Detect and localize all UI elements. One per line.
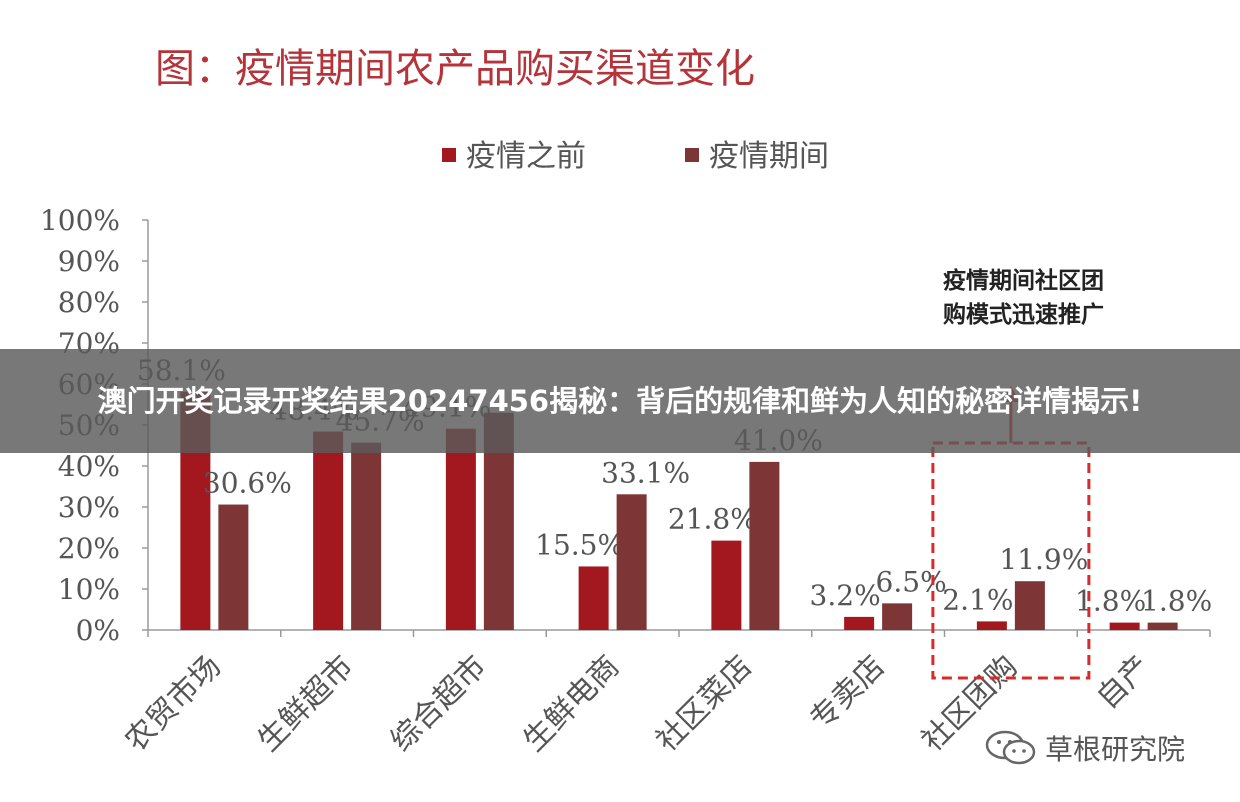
data-label: 15.5% bbox=[535, 528, 624, 561]
x-tick-label: 自产 bbox=[1090, 649, 1157, 716]
bar-before bbox=[445, 428, 476, 630]
data-label: 1.8% bbox=[1075, 585, 1146, 618]
x-tick-label: 社区菜店 bbox=[649, 649, 759, 759]
watermark: 草根研究院 bbox=[985, 728, 1185, 768]
wechat-icon bbox=[985, 730, 1036, 765]
bar-before bbox=[313, 431, 344, 630]
overlay-headline: 澳门开奖记录开奖结果20247456揭秘：背后的规律和鲜为人知的秘密详情揭示! bbox=[97, 383, 1143, 418]
bar-during bbox=[616, 494, 647, 630]
bar-during bbox=[1147, 622, 1178, 630]
overlay-banner: 澳门开奖记录开奖结果20247456揭秘：背后的规律和鲜为人知的秘密详情揭示! bbox=[0, 349, 1240, 453]
y-tick-label: 0% bbox=[76, 614, 120, 647]
data-label: 3.2% bbox=[810, 579, 881, 612]
y-tick-label: 20% bbox=[58, 532, 120, 565]
y-tick-label: 90% bbox=[58, 245, 120, 278]
y-tick-label: 40% bbox=[58, 450, 120, 483]
data-label: 30.6% bbox=[203, 467, 292, 500]
y-tick-label: 80% bbox=[58, 286, 120, 319]
data-label: 11.9% bbox=[999, 543, 1088, 576]
annotation-text: 购模式迅速推广 bbox=[943, 301, 1104, 328]
legend-label: 疫情之前 bbox=[466, 139, 586, 174]
x-tick-label: 生鲜超市 bbox=[251, 649, 361, 759]
chart-title: 图：疫情期间农产品购买渠道变化 bbox=[155, 46, 755, 92]
bar-before bbox=[711, 540, 742, 630]
x-tick-label: 专卖店 bbox=[803, 649, 891, 737]
bar-during bbox=[351, 442, 382, 630]
legend-label: 疫情期间 bbox=[709, 139, 829, 174]
data-label: 33.1% bbox=[601, 456, 690, 489]
data-label: 6.5% bbox=[876, 565, 947, 598]
legend-swatch bbox=[442, 148, 456, 162]
data-label: 1.8% bbox=[1141, 585, 1212, 618]
legend-swatch bbox=[685, 148, 699, 162]
bar-before bbox=[578, 566, 609, 630]
bar-during bbox=[749, 461, 780, 630]
data-label: 2.1% bbox=[942, 583, 1013, 616]
bar-during bbox=[882, 603, 913, 630]
y-tick-label: 100% bbox=[40, 204, 120, 237]
watermark-text: 草根研究院 bbox=[1045, 733, 1186, 766]
legend: 疫情之前 疫情期间 bbox=[442, 139, 829, 174]
bar-during bbox=[1014, 581, 1045, 630]
x-tick-label: 生鲜电商 bbox=[517, 649, 627, 759]
y-tick-label: 10% bbox=[58, 573, 120, 606]
x-tick-label: 综合超市 bbox=[384, 649, 494, 759]
bar-during bbox=[218, 504, 249, 630]
annotation-text: 疫情期间社区团 bbox=[943, 267, 1104, 294]
bar-before bbox=[1109, 622, 1140, 630]
y-tick-label: 30% bbox=[58, 491, 120, 524]
bar-before bbox=[844, 616, 875, 630]
bar-before bbox=[976, 621, 1007, 630]
annotation-box bbox=[931, 441, 1091, 680]
x-tick-label: 农贸市场 bbox=[118, 649, 228, 759]
data-label: 21.8% bbox=[668, 503, 757, 536]
